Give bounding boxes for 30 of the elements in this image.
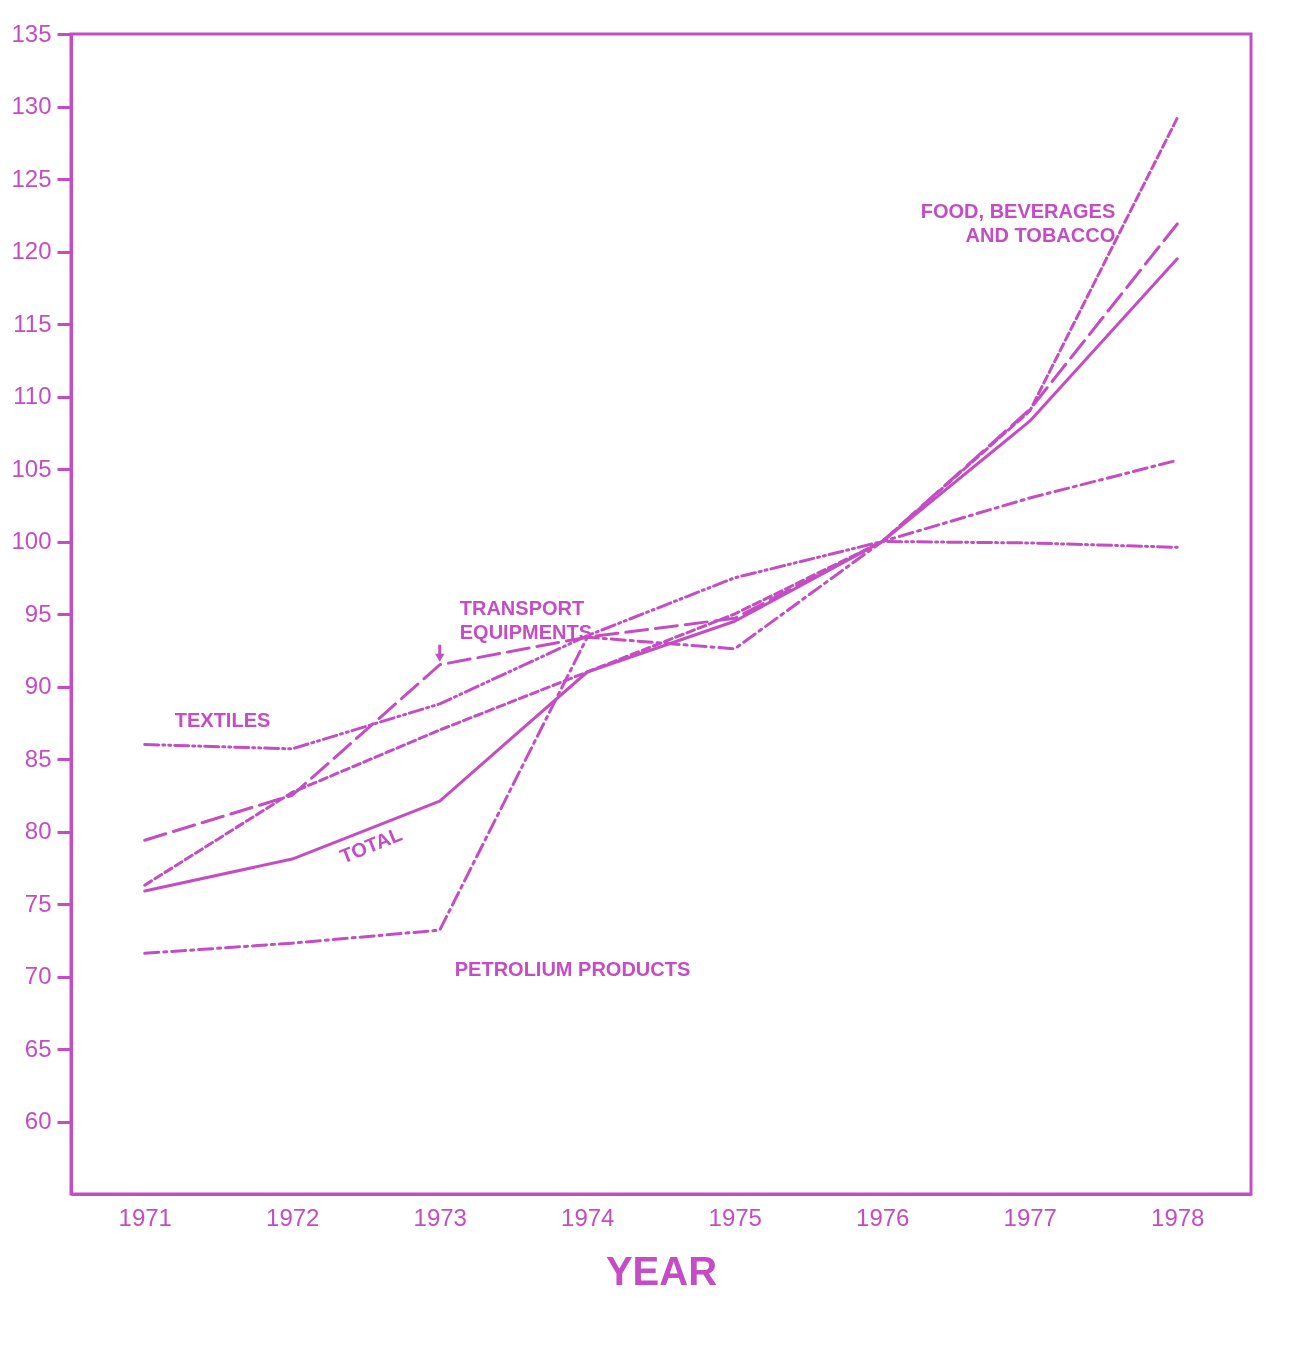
x-tick-label: 1978: [1151, 1203, 1205, 1231]
x-tick-label: 1976: [856, 1203, 910, 1231]
x-tick-label: 1973: [413, 1203, 467, 1231]
x-axis-title: YEAR: [605, 1248, 718, 1293]
x-tick-label: 1974: [561, 1203, 615, 1231]
y-tick-label: 80: [24, 817, 52, 844]
series-label: TEXTILES: [174, 708, 271, 731]
y-tick-label: 115: [13, 309, 52, 337]
y-tick-label: 130: [11, 92, 52, 119]
text: TOTAL: [336, 822, 405, 868]
y-tick-label: 75: [24, 889, 52, 917]
y-tick-label: 110: [13, 382, 52, 409]
y-tick-label: 60: [24, 1107, 52, 1134]
y-tick-label: 100: [11, 527, 52, 554]
series-label: PETROLIUM PRODUCTS: [454, 958, 691, 981]
x-tick-label: 1972: [266, 1203, 320, 1231]
y-tick-label: 120: [11, 237, 52, 264]
y-tick-label: 65: [24, 1034, 52, 1062]
y-tick-label: 95: [24, 599, 52, 627]
y-tick-label: 90: [24, 672, 52, 699]
y-tick-label: 105: [11, 454, 52, 482]
x-tick-label: 1975: [708, 1203, 762, 1231]
series-label: TRANSPORT EQUIPMENTS: [459, 596, 592, 643]
y-tick-label: 70: [24, 962, 52, 989]
x-tick-label: 1977: [1003, 1203, 1057, 1231]
x-tick-label: 1971: [118, 1203, 172, 1231]
y-tick-label: 85: [24, 744, 52, 772]
y-tick-label: 125: [11, 164, 52, 192]
y-tick-label: 135: [11, 19, 52, 47]
series-label: FOOD, BEVERAGES AND TOBACCO: [920, 200, 1116, 247]
